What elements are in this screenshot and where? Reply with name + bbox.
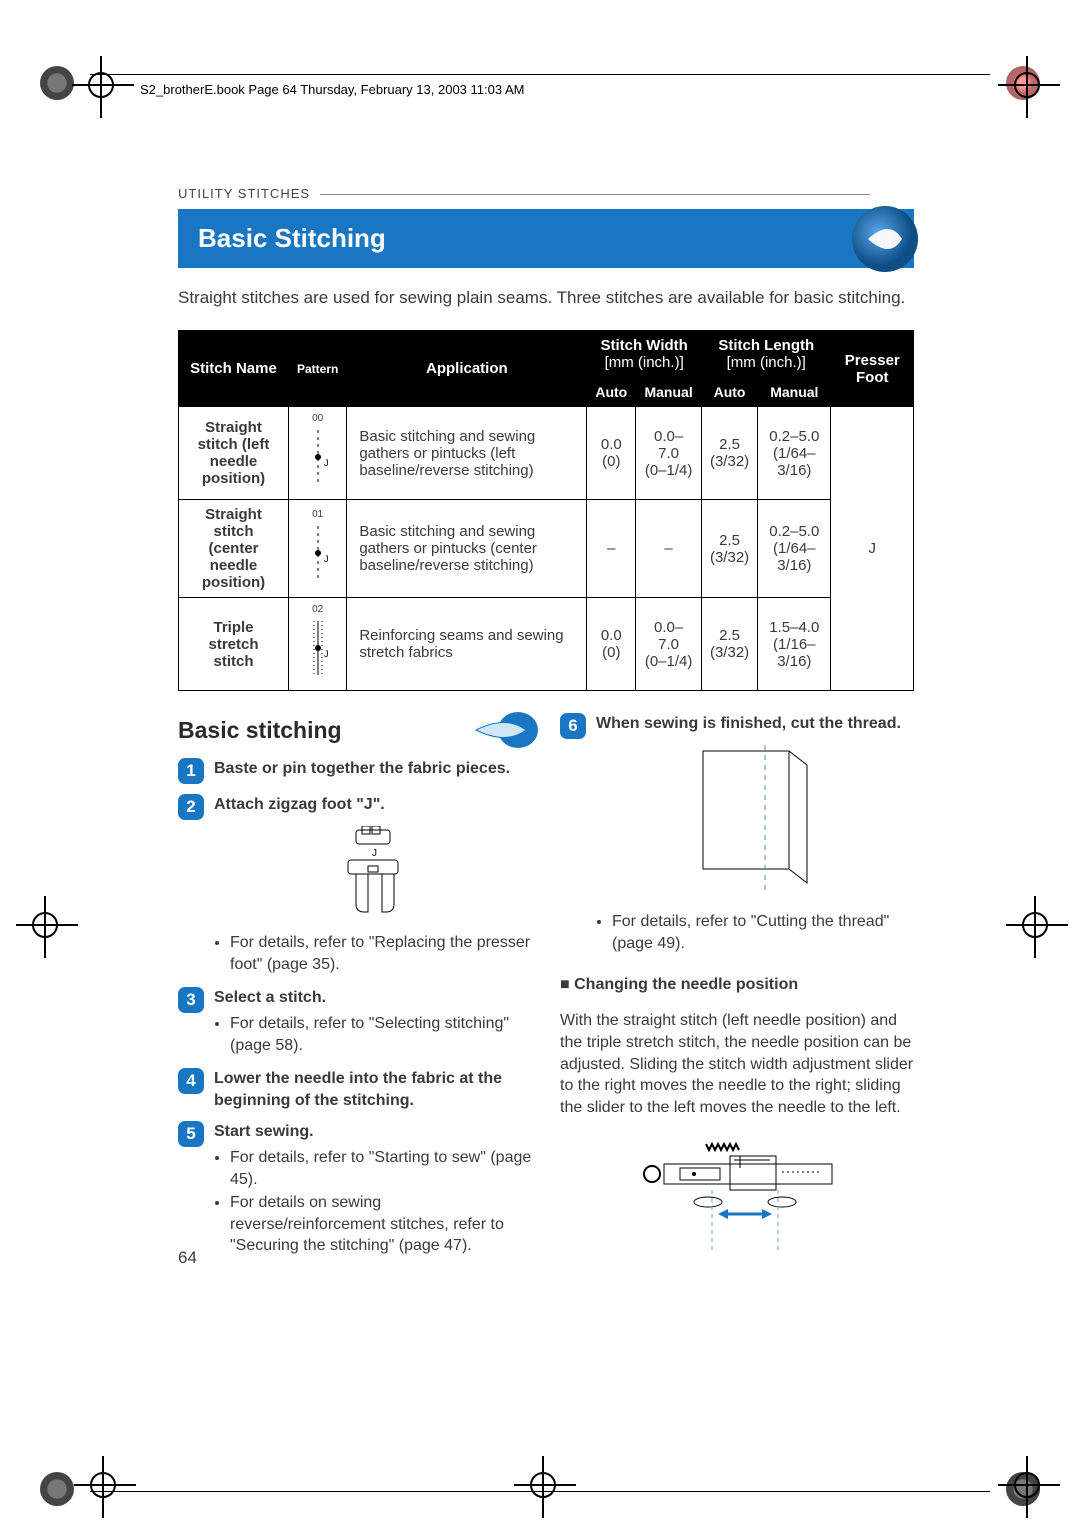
step: 1 Baste or pin together the fabric piece… <box>178 758 532 784</box>
step-number-badge: 2 <box>178 794 204 820</box>
step-bullet: For details, refer to "Replacing the pre… <box>230 932 532 975</box>
cell-pattern: 02J <box>289 598 347 691</box>
th-pattern: Pattern <box>289 331 347 407</box>
page-title-band: Basic Stitching <box>178 209 914 268</box>
cell-width-auto: 0.0(0) <box>587 598 636 691</box>
needle-section-title: Changing the needle position <box>560 976 914 994</box>
register-mark-icon <box>88 72 114 98</box>
cell-length-auto: 2.5(3/32) <box>701 500 757 598</box>
cell-pattern: 01J <box>289 500 347 598</box>
svg-text:J: J <box>324 649 329 659</box>
step-bullet: For details, refer to "Cutting the threa… <box>612 911 914 954</box>
th-foot: Presser Foot <box>831 331 914 407</box>
cell-application: Basic stitching and sewing gathers or pi… <box>347 500 587 598</box>
book-meta: S2_brotherE.book Page 64 Thursday, Febru… <box>140 82 524 97</box>
page-title: Basic Stitching <box>198 223 386 253</box>
step-number-badge: 3 <box>178 987 204 1013</box>
th-length-manual: Manual <box>758 378 831 407</box>
step-title: Lower the needle into the fabric at the … <box>214 1068 532 1111</box>
cell-length-auto: 2.5(3/32) <box>701 407 757 500</box>
step-title: Select a stitch. <box>214 987 532 1009</box>
step-title: Start sewing. <box>214 1121 532 1143</box>
register-mark-icon <box>32 912 58 938</box>
register-disc-icon <box>40 1472 74 1506</box>
seam-figure <box>596 745 914 902</box>
svg-text:J: J <box>324 458 329 468</box>
step-number-badge: 6 <box>560 713 586 739</box>
th-width-manual: Manual <box>636 378 702 407</box>
cell-width-manual: – <box>636 500 702 598</box>
page-number: 64 <box>178 1248 197 1268</box>
register-mark-icon <box>1022 912 1048 938</box>
cell-width-manual: 0.0–7.0(0–1/4) <box>636 407 702 500</box>
needle-section-body: With the straight stitch (left needle po… <box>560 1010 914 1118</box>
subheading: Basic stitching <box>178 717 532 744</box>
sub-arrow-icon <box>474 711 538 749</box>
th-length-auto: Auto <box>701 378 757 407</box>
step-title: When sewing is finished, cut the thread. <box>596 713 914 735</box>
step-bullet: For details, refer to "Selecting stitchi… <box>230 1013 532 1056</box>
step-title: Baste or pin together the fabric pieces. <box>214 758 532 780</box>
left-column: Basic stitching 1 Baste or pin together … <box>178 713 532 1269</box>
step-number-badge: 4 <box>178 1068 204 1094</box>
presser-foot-figure: J <box>214 826 532 923</box>
th-application: Application <box>347 331 587 407</box>
th-width: Stitch Width[mm (inch.)] <box>587 331 702 378</box>
th-width-auto: Auto <box>587 378 636 407</box>
register-mark-icon <box>1014 1472 1040 1498</box>
step-bullet: For details on sewing reverse/reinforcem… <box>230 1192 532 1257</box>
crop-rule-top <box>90 74 990 75</box>
th-length: Stitch Length[mm (inch.)] <box>701 331 831 378</box>
cell-length-manual: 1.5–4.0(1/16–3/16) <box>758 598 831 691</box>
cell-name: Straight stitch (center needle position) <box>179 500 289 598</box>
cell-length-manual: 0.2–5.0(1/64–3/16) <box>758 500 831 598</box>
cell-pattern: 00J <box>289 407 347 500</box>
step-title: Attach zigzag foot "J". <box>214 794 532 816</box>
svg-text:J: J <box>324 554 329 564</box>
page: S2_brotherE.book Page 64 Thursday, Febru… <box>0 0 1080 1528</box>
step-number-badge: 5 <box>178 1121 204 1147</box>
register-disc-icon <box>40 66 74 100</box>
intro-text: Straight stitches are used for sewing pl… <box>178 288 914 308</box>
cell-length-manual: 0.2–5.0(1/64–3/16) <box>758 407 831 500</box>
cell-width-auto: 0.0(0) <box>587 407 636 500</box>
step: 2 Attach zigzag foot "J". J For details,… <box>178 794 532 977</box>
section-breadcrumb: UTILITY STITCHES <box>178 186 914 201</box>
table-row: Straight stitch (center needle position)… <box>179 500 914 598</box>
content-frame: UTILITY STITCHES Basic Stitching Straigh… <box>178 186 914 1269</box>
step: 5 Start sewing. For details, refer to "S… <box>178 1121 532 1259</box>
step-number-badge: 1 <box>178 758 204 784</box>
register-mark-icon <box>1014 72 1040 98</box>
cell-width-manual: 0.0–7.0(0–1/4) <box>636 598 702 691</box>
cell-application: Basic stitching and sewing gathers or pi… <box>347 407 587 500</box>
step: 6 When sewing is finished, cut the threa… <box>560 713 914 956</box>
cell-foot: J <box>831 407 914 691</box>
slider-figure <box>560 1134 914 1259</box>
title-arrow-icon <box>850 204 920 274</box>
step: 3 Select a stitch. For details, refer to… <box>178 987 532 1058</box>
breadcrumb-label: UTILITY STITCHES <box>178 186 310 201</box>
table-row: Straight stitch (left needle position)00… <box>179 407 914 500</box>
right-column: 6 When sewing is finished, cut the threa… <box>560 713 914 1269</box>
cell-application: Reinforcing seams and sewing stretch fab… <box>347 598 587 691</box>
two-column-body: Basic stitching 1 Baste or pin together … <box>178 713 914 1269</box>
svg-text:J: J <box>372 848 377 859</box>
table-row: Triple stretch stitch02JReinforcing seam… <box>179 598 914 691</box>
register-mark-icon <box>530 1472 556 1498</box>
register-mark-icon <box>90 1472 116 1498</box>
stitch-table: Stitch Name Pattern Application Stitch W… <box>178 330 914 691</box>
cell-width-auto: – <box>587 500 636 598</box>
step: 4 Lower the needle into the fabric at th… <box>178 1068 532 1111</box>
th-name: Stitch Name <box>179 331 289 407</box>
cell-name: Triple stretch stitch <box>179 598 289 691</box>
cell-name: Straight stitch (left needle position) <box>179 407 289 500</box>
step-bullet: For details, refer to "Starting to sew" … <box>230 1147 532 1190</box>
cell-length-auto: 2.5(3/32) <box>701 598 757 691</box>
